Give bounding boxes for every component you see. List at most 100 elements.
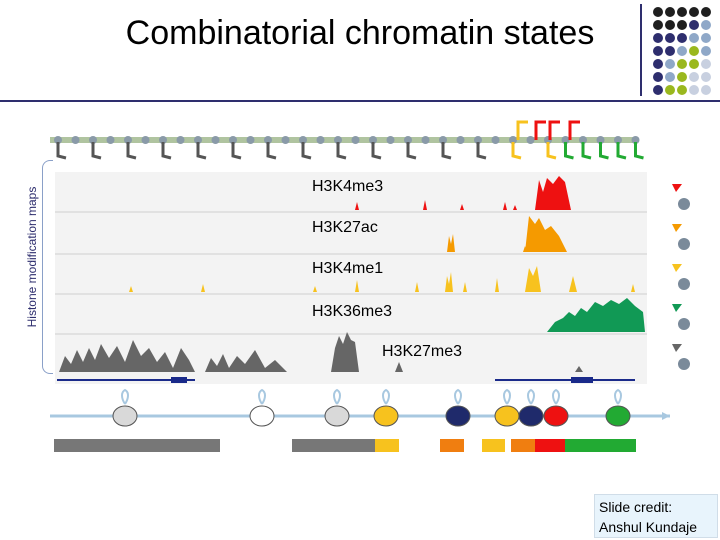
state-nucleosome [445,405,471,427]
state-bar-segment [463,439,482,452]
decorative-dot [677,85,687,95]
decorative-dot [689,46,699,56]
strand-nucleosome [124,136,132,144]
decorative-dot [689,7,699,17]
histone-mark-flag [599,142,609,160]
histone-mark-flag [476,142,487,160]
state-nucleosome [249,405,275,427]
histone-mark-flag [301,142,312,160]
strand-nucleosome [71,136,80,144]
track-label-h3k4me1: H3K4me1 [312,260,384,277]
track-label-h3k4me3: H3K4me3 [312,178,384,195]
strand-nucleosome [579,136,587,144]
decorative-dot [665,33,675,43]
nucleosome-tail [503,388,511,405]
strand-nucleosome [474,136,482,144]
decorative-dot [701,33,711,43]
decorative-dot [653,59,663,69]
nucleosome-tail [333,388,341,405]
strand-nucleosome [54,136,62,144]
decorative-dot [677,20,687,30]
nucleosome-tail [121,388,129,405]
slide-title: Combinatorial chromatin states [125,14,595,52]
strand-nucleosome [89,136,97,144]
mark-icon-nucleosome [678,278,690,290]
nucleosome-tail [552,388,560,405]
track-bracket [42,160,53,374]
upper-mark-flag [548,120,560,140]
decorative-dot [701,59,711,69]
strand-nucleosome [334,136,342,144]
strand-nucleosome [246,136,255,144]
gene-exon-2 [571,377,593,383]
divider-horizontal [0,100,720,102]
histone-mark-flag [581,142,592,160]
strand-nucleosome [211,136,220,144]
state-bar-segment [440,439,464,452]
strand-nucleosome [229,136,237,144]
state-bar-segment [54,439,221,452]
histone-tracks-panel [55,172,647,384]
track-label-h3k36me3: H3K36me3 [312,303,393,320]
mark-icon-nucleosome [678,318,690,330]
strand-nucleosome [141,136,150,144]
gene-exon-1 [171,377,187,383]
strand-nucleosome [386,136,395,144]
decorative-dot [653,7,663,17]
histone-mark-flag [634,142,644,160]
decorative-dot [701,7,711,17]
histone-mark-flag [511,142,522,160]
mark-icon-flag [672,184,682,192]
strand-nucleosome [159,136,167,144]
strand-nucleosome [561,136,570,144]
credit-line-1: Slide credit: [599,499,673,515]
strand-nucleosome [106,136,115,144]
strand-nucleosome [281,136,290,144]
histone-mark-flag [616,142,627,160]
mark-icon-flag [672,224,682,232]
nucleosome-state-row [50,388,670,427]
strand-nucleosome [491,136,500,144]
decorative-dot [653,20,663,30]
histone-mark-flag [266,142,277,160]
upper-mark-flag [534,120,546,140]
upper-mark-flag [568,120,580,140]
state-bar-segment [220,439,292,452]
strand-arrow [662,412,670,420]
strand-nucleosome [316,136,325,144]
decorative-dot [665,85,675,95]
decorative-dot-grid [653,7,711,95]
decorative-dot [677,46,687,56]
histone-mark-flag [336,142,347,160]
h3k36me3-peaks [547,298,645,332]
nucleosome-tail [614,388,622,405]
upper-mark-flag [516,120,528,140]
state-nucleosome [373,405,399,427]
state-nucleosome [605,405,631,427]
chromatin-strand [50,120,644,160]
state-bar-segment [564,439,637,452]
state-nucleosome [112,405,138,427]
nucleosome-tail [382,388,390,405]
side-label: Histone modification maps [25,186,39,328]
strand-nucleosome [596,136,605,144]
strand-nucleosome [194,136,202,144]
mark-legend-icons [672,184,690,370]
strand-nucleosome [264,136,272,144]
state-nucleosome [494,405,520,427]
decorative-dot [689,20,699,30]
state-bar-segment [291,439,375,452]
strand-nucleosome [299,136,307,144]
state-bar-segment [511,439,536,452]
nucleosome-tail [454,388,462,405]
strand-nucleosome [614,136,622,144]
strand-nucleosome [351,136,360,144]
histone-mark-flag [91,142,102,160]
strand-nucleosome [631,136,640,144]
strand-nucleosome [176,136,185,144]
decorative-dot [677,59,687,69]
strand-nucleosome [526,136,535,144]
mark-icon-nucleosome [678,238,690,250]
strand-nucleosome [404,136,412,144]
decorative-dot [689,72,699,82]
